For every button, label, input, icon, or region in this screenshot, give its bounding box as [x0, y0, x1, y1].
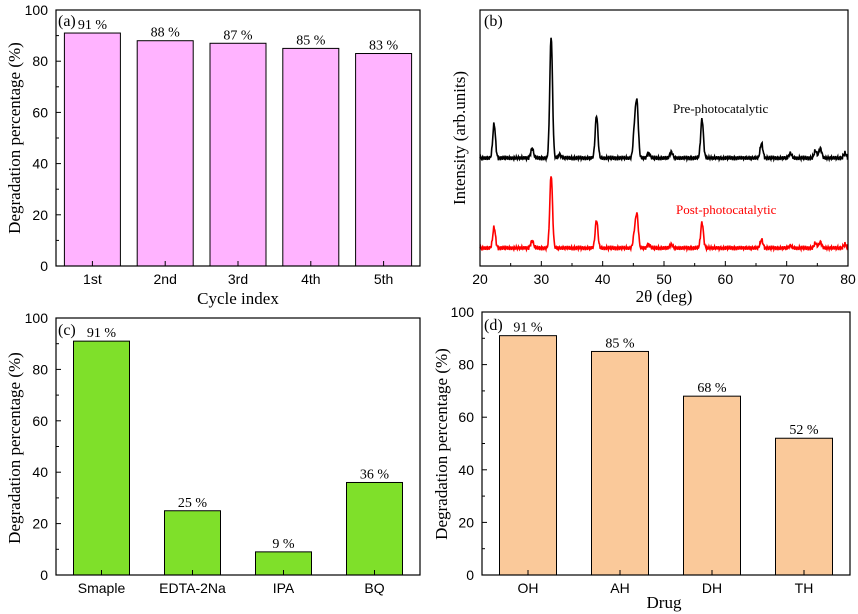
panel-c-category-label: Smaple [78, 580, 126, 596]
panel-b-label: (b) [484, 13, 503, 30]
panel-d-x-axis-title: Drug [647, 593, 682, 612]
panel-d-category-label: TH [795, 580, 814, 596]
panel-d-category-label: DH [702, 580, 722, 596]
panel-d-data-label: 52 % [789, 423, 819, 438]
legend-pre-photocatalytic: Pre-photocatalytic [673, 101, 769, 116]
panel-a-data-label: 83 % [369, 39, 399, 54]
panel-b-x-tick-label: 50 [656, 271, 672, 287]
panel-d-plot-frame [481, 311, 851, 576]
panel-a-data-label: 91 % [78, 18, 108, 33]
panel-d-bar [591, 350, 649, 576]
panel-c-y-axis-title: Degradation percentage (%) [5, 352, 24, 544]
panel-a-x-axis-title: Cycle index [197, 289, 279, 308]
panel-a-plot-frame [55, 9, 421, 267]
panel-b-series-pre-line [479, 37, 849, 163]
panel-a-y-tick-label: 80 [32, 53, 48, 69]
panel-c-category-label: EDTA-2Na [159, 580, 226, 596]
panel-c-category-label: BQ [364, 580, 384, 596]
panel-d-y-tick-label: 80 [458, 357, 474, 373]
panel-b-x-tick-label: 60 [718, 271, 734, 287]
panel-c-y-tick-label: 40 [32, 464, 48, 480]
panel-b-y-axis-title: Intensity (arb.units) [450, 71, 469, 205]
panel-c-bar [346, 481, 403, 576]
panel-a-data-label: 87 % [223, 28, 253, 43]
panel-a-bar [63, 32, 121, 267]
panel-d-y-tick-label: 100 [451, 304, 475, 320]
panel-d-y-tick-label: 0 [466, 567, 474, 583]
panel-d-category-label: OH [518, 580, 539, 596]
panel-b-x-tick-label: 70 [779, 271, 795, 287]
panel-a-category-label: 4th [301, 271, 320, 287]
panel-a-bar [209, 42, 267, 267]
panel-c-y-tick-label: 60 [32, 413, 48, 429]
panel-d-bar [499, 335, 557, 576]
legend-post-photocatalytic: Post-photocatalytic [676, 202, 777, 217]
panel-b-x-tick-label: 40 [595, 271, 611, 287]
panel-a-y-tick-label: 20 [32, 207, 48, 223]
panel-d-category-label: AH [610, 580, 629, 596]
panel-b-x-tick-label: 80 [840, 271, 856, 287]
panel-b-x-tick-label: 30 [534, 271, 550, 287]
panel-a-y-tick-label: 60 [32, 104, 48, 120]
panel-d-label: (d) [484, 317, 503, 334]
panel-a-bar [355, 53, 413, 267]
panel-d-data-label: 85 % [605, 336, 635, 351]
panel-a-y-tick-label: 100 [25, 2, 49, 18]
panel-b-x-axis-title: 2θ (deg) [636, 287, 693, 306]
panel-a-category-label: 3rd [228, 271, 248, 287]
panel-a-bar [136, 40, 194, 267]
panel-a-chart: 0 20 40 60 80 100 91 % 1st 88 % 2nd 87 % 3rd 85 % 4th… [5, 2, 421, 308]
panel-c-y-tick-label: 100 [25, 310, 49, 326]
panel-a-data-label: 85 % [296, 33, 326, 48]
panel-d-y-axis-title: Degradation percentage (%) [432, 348, 451, 540]
panel-a-category-label: 5th [374, 271, 393, 287]
panel-a-bar [282, 47, 340, 267]
panel-c-y-tick-label: 80 [32, 361, 48, 377]
panel-c-label: (c) [58, 322, 76, 339]
panel-c-plot-frame [55, 317, 421, 576]
panel-c-data-label: 9 % [272, 537, 295, 552]
panel-c-bar [73, 340, 130, 576]
panel-d-y-tick-label: 40 [458, 462, 474, 478]
panel-b-series-post-line [479, 176, 849, 253]
panel-b-chart: 20 30 40 50 60 70 80 (b) 2θ (deg) Intensity (a… [450, 9, 856, 306]
panel-a-label: (a) [58, 13, 76, 30]
panel-b-plot-frame [479, 9, 849, 267]
panel-a-data-label: 88 % [151, 26, 181, 41]
panel-d-y-tick-label: 20 [458, 514, 474, 530]
panel-c-y-tick-label: 0 [40, 567, 48, 583]
panel-a-category-label: 2nd [154, 271, 177, 287]
panel-d-data-label: 68 % [697, 381, 727, 396]
panel-d-bar [775, 437, 833, 576]
panel-d-y-tick-label: 60 [458, 409, 474, 425]
panel-c-y-tick-label: 20 [32, 516, 48, 532]
panel-d-chart: 0 20 40 60 80 100 91 % OH 85 % AH 68 % DH 52 % TH (d)… [432, 304, 851, 612]
panel-d-data-label: 91 % [513, 321, 543, 336]
panel-c-data-label: 91 % [87, 326, 117, 341]
panel-d-bar [683, 395, 741, 576]
panel-c-chart: 0 20 40 60 80 100 91 % Smaple 25 % EDTA-2Na 9 % IPA… [5, 310, 421, 596]
panel-a-category-label: 1st [83, 271, 102, 287]
panel-a-y-tick-label: 0 [40, 258, 48, 274]
panel-c-category-label: IPA [273, 580, 295, 596]
panel-a-y-tick-label: 40 [32, 156, 48, 172]
panel-a-y-axis-title: Degradation percentage (%) [5, 42, 24, 234]
panel-c-bar [164, 510, 221, 576]
panel-c-data-label: 36 % [360, 467, 390, 482]
panel-c-data-label: 25 % [178, 496, 208, 511]
panel-b-x-tick-label: 20 [472, 271, 488, 287]
